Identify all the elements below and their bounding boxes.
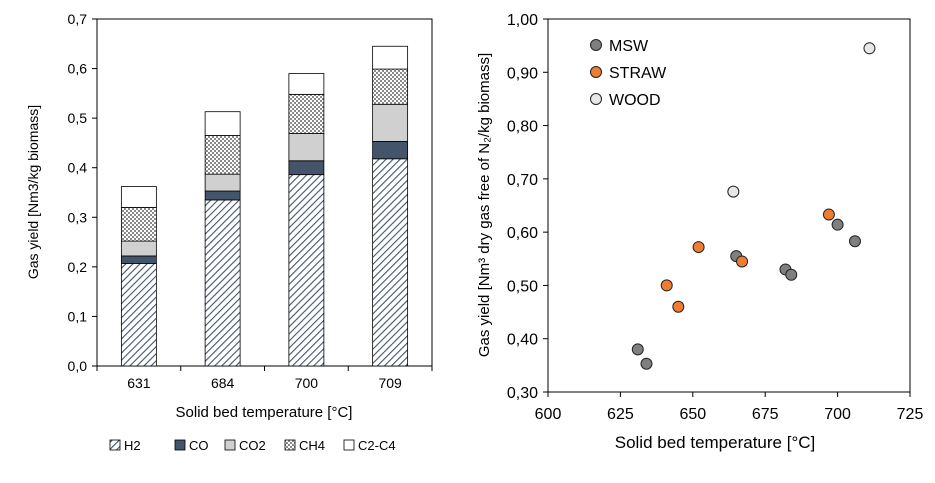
- x-tick-label: 650: [679, 406, 706, 423]
- y-tick-label: 0,60: [507, 225, 538, 242]
- y-axis-ticks: 0,0 0,1 0,2 0,3 0,4 0,5 0,6 0,7: [68, 11, 97, 374]
- bar-segment-co2: [288, 133, 325, 162]
- legend-swatch-co2: [224, 439, 236, 451]
- legend-marker-wood: [590, 93, 602, 105]
- point-msw: [640, 357, 653, 370]
- bar-segment-co2: [120, 240, 157, 257]
- bar-segment-c2-c4: [372, 45, 409, 70]
- legend-swatch-c2-c4: [343, 439, 355, 451]
- legend-swatch-co: [174, 439, 186, 451]
- y-tick-label: 0,6: [68, 61, 88, 77]
- x-tick-label: 700: [824, 406, 851, 423]
- y-tick-label: 0,7: [68, 11, 88, 27]
- point-straw: [660, 279, 673, 292]
- legend-label: MSW: [609, 38, 649, 55]
- x-tick-label: 700: [295, 375, 319, 391]
- bar-segment-ch4: [204, 135, 241, 175]
- x-tick-label: 600: [535, 406, 562, 423]
- x-tick-label: 675: [752, 406, 779, 423]
- x-tick-label: 709: [378, 375, 402, 391]
- y-tick-label: 0,70: [507, 172, 538, 189]
- scatter-chart: 0,300,400,500,600,700,800,901,00 600 625 6…: [476, 12, 923, 452]
- y-tick-label: 0,3: [68, 209, 88, 225]
- y-tick-label: 0,90: [507, 65, 538, 82]
- point-straw: [822, 208, 835, 221]
- legend-label: CO: [189, 438, 209, 453]
- scatter-legend: MSW STRAW WOOD: [590, 38, 667, 109]
- point-msw: [785, 268, 798, 281]
- y-axis-label: Gas yield [Nm³ dry gas free of N₂/kg bio…: [476, 53, 493, 357]
- bar-segment-co: [288, 160, 325, 176]
- legend-marker-msw: [590, 39, 602, 51]
- bar-segment-co: [372, 141, 409, 160]
- legend-label: CH4: [299, 438, 325, 453]
- x-tick-label: 625: [607, 406, 634, 423]
- point-straw: [692, 241, 705, 254]
- x-tick-label: 631: [127, 375, 151, 391]
- legend-marker-straw: [590, 66, 602, 78]
- legend-swatch-h2: [109, 439, 121, 451]
- x-axis-ticks: 631 684 700 709: [96, 366, 433, 391]
- bar-segment-h2: [288, 174, 325, 367]
- point-wood: [863, 42, 876, 55]
- bar-segment-ch4: [288, 93, 325, 134]
- x-tick-label: 684: [211, 375, 235, 391]
- y-tick-label: 0,50: [507, 278, 538, 295]
- bar-segment-h2: [372, 158, 409, 367]
- legend-swatch-ch4: [284, 439, 296, 451]
- x-axis-label: Solid bed temperature [°C]: [615, 433, 816, 452]
- legend-label: STRAW: [609, 65, 667, 82]
- y-tick-label: 1,00: [507, 12, 538, 29]
- x-axis-ticks: 600 625 650 675 700 725: [535, 392, 924, 423]
- x-axis-label: Solid bed temperature [°C]: [176, 404, 353, 421]
- y-tick-label: 0,40: [507, 332, 538, 349]
- point-msw: [831, 218, 844, 231]
- bar-segment-c2-c4: [120, 186, 157, 208]
- plot-area-frame: [547, 18, 911, 393]
- x-tick-label: 725: [897, 406, 924, 423]
- y-tick-label: 0,0: [68, 358, 88, 374]
- bar-segment-c2-c4: [288, 73, 325, 95]
- y-tick-label: 0,5: [68, 110, 88, 126]
- bar-segment-ch4: [120, 206, 157, 242]
- bar-segment-co: [204, 190, 241, 201]
- bar-segment-co2: [372, 103, 409, 142]
- bar-segment-co2: [204, 173, 241, 192]
- point-msw: [848, 235, 861, 248]
- y-axis-label: Gas yield [Nm3/kg biomass]: [25, 105, 41, 279]
- stacked-bar-chart: 0,0 0,1 0,2 0,3 0,4 0,5 0,6 0,7 631 684 700 709 So…: [25, 11, 433, 453]
- bar-legend: H2 CO CO2 CH4 C2-C4: [109, 438, 396, 453]
- point-straw: [672, 300, 685, 313]
- bar-segment-ch4: [372, 68, 409, 105]
- legend-label: CO2: [239, 438, 266, 453]
- y-tick-label: 0,2: [68, 259, 88, 275]
- point-straw: [736, 255, 749, 268]
- y-axis-ticks: 0,30 0,40 0,50 0,60 0,70 0,80 0,90 1,00: [507, 12, 548, 402]
- bar-segment-c2-c4: [204, 111, 241, 136]
- y-tick-label: 0,1: [68, 308, 88, 324]
- legend-label: WOOD: [609, 92, 661, 109]
- bar-stacks: [120, 45, 409, 367]
- point-msw: [631, 343, 644, 356]
- scatter-points: [631, 42, 876, 370]
- bar-segment-h2: [204, 199, 241, 367]
- y-tick-label: 0,4: [68, 160, 88, 176]
- point-wood: [727, 185, 740, 198]
- legend-label: C2-C4: [358, 438, 396, 453]
- legend-label: H2: [124, 438, 141, 453]
- y-tick-label: 0,80: [507, 119, 538, 136]
- y-tick-label: 0,30: [507, 385, 538, 402]
- bar-segment-h2: [120, 262, 157, 367]
- bar-segment-co: [120, 255, 157, 264]
